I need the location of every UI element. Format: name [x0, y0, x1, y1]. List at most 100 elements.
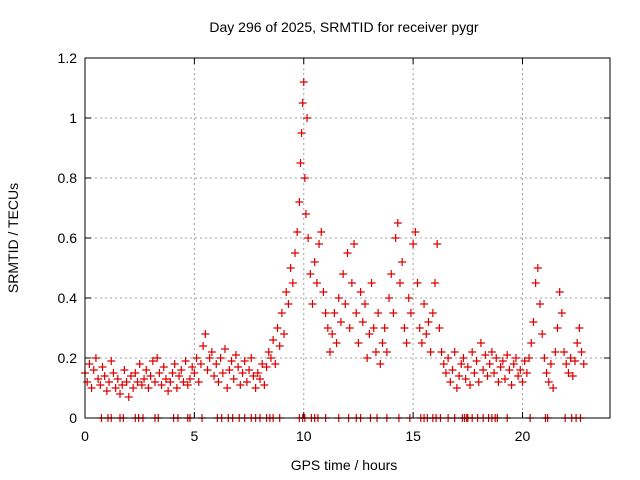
data-point: [398, 258, 407, 266]
data-point: [245, 366, 254, 374]
data-point: [466, 381, 474, 389]
data-point: [544, 378, 553, 386]
data-point: [133, 378, 142, 386]
data-point: [527, 339, 536, 347]
data-point: [275, 342, 284, 350]
y-tick-label: 1: [69, 110, 77, 126]
data-point: [546, 360, 555, 368]
data-point: [288, 279, 297, 287]
data-point: [457, 360, 466, 368]
data-point: [347, 279, 356, 287]
data-point: [557, 309, 566, 317]
data-point: [441, 369, 450, 377]
data-point: [501, 375, 509, 383]
data-point: [282, 288, 291, 296]
data-point: [321, 309, 330, 317]
data-point: [155, 369, 164, 377]
data-point: [317, 228, 326, 236]
data-point: [389, 309, 398, 317]
data-point: [227, 357, 236, 365]
data-point: [229, 375, 238, 383]
data-point: [483, 372, 492, 380]
data-point: [555, 288, 564, 296]
data-point: [479, 366, 488, 374]
y-tick-label: 0.4: [58, 290, 78, 306]
data-point: [175, 372, 184, 380]
data-point: [300, 174, 309, 182]
data-point: [336, 318, 345, 326]
x-tick-label: 15: [405, 428, 421, 444]
data-point: [129, 384, 138, 392]
data-point: [444, 354, 453, 362]
data-point: [339, 270, 348, 278]
data-point: [323, 324, 332, 332]
data-point: [201, 330, 210, 338]
data-point: [361, 300, 369, 308]
data-point: [450, 348, 459, 356]
data-point: [393, 219, 402, 227]
data-point: [358, 318, 367, 326]
data-point: [299, 78, 308, 86]
data-point: [354, 339, 363, 347]
data-point: [107, 357, 116, 365]
data-point: [253, 369, 262, 377]
y-tick-label: 0.8: [58, 170, 78, 186]
data-point: [505, 366, 514, 374]
y-axis-label: SRMTID / TECUs: [5, 183, 21, 293]
data-point: [380, 324, 389, 332]
data-point: [560, 348, 569, 356]
data-point: [212, 360, 221, 368]
data-point: [437, 348, 446, 356]
data-point: [533, 264, 542, 272]
data-point: [439, 360, 448, 368]
data-point: [551, 348, 560, 356]
data-point: [509, 360, 518, 368]
data-point: [168, 369, 177, 377]
data-point: [343, 249, 352, 257]
y-tick-label: 1.2: [58, 50, 78, 66]
data-point: [91, 354, 100, 362]
data-point: [387, 270, 396, 278]
data-point: [218, 369, 227, 377]
data-point: [540, 354, 549, 362]
data-point: [280, 330, 289, 338]
data-point: [161, 375, 170, 383]
data-point: [194, 378, 203, 386]
data-point: [251, 384, 260, 392]
data-point: [472, 357, 481, 365]
y-tick-label: 0.6: [58, 230, 78, 246]
data-point: [116, 390, 124, 398]
data-point: [183, 381, 192, 389]
data-point: [334, 294, 343, 302]
data-point: [293, 228, 302, 236]
x-tick-label: 20: [515, 428, 531, 444]
data-point: [256, 375, 264, 383]
data-point: [571, 357, 579, 365]
chart-title: Day 296 of 2025, SRMTID for receiver pyg…: [209, 19, 479, 35]
data-point: [417, 339, 426, 347]
data-point: [485, 360, 494, 368]
data-point: [538, 330, 547, 338]
data-point: [179, 378, 188, 386]
data-point: [365, 330, 374, 338]
data-point: [352, 309, 361, 317]
data-point: [151, 378, 159, 386]
data-point: [319, 288, 328, 296]
data-point: [345, 324, 354, 332]
data-point: [470, 369, 479, 377]
data-point: [452, 384, 461, 392]
data-point: [400, 324, 409, 332]
data-point: [291, 249, 299, 257]
data-point: [549, 384, 558, 392]
data-point: [105, 378, 114, 386]
data-point: [503, 351, 512, 359]
data-point: [330, 309, 339, 317]
data-point: [568, 372, 577, 380]
data-point: [264, 348, 273, 356]
data-point: [562, 360, 571, 368]
data-point: [341, 300, 350, 308]
data-point: [490, 369, 499, 377]
data-point: [396, 279, 404, 287]
data-point: [367, 279, 376, 287]
